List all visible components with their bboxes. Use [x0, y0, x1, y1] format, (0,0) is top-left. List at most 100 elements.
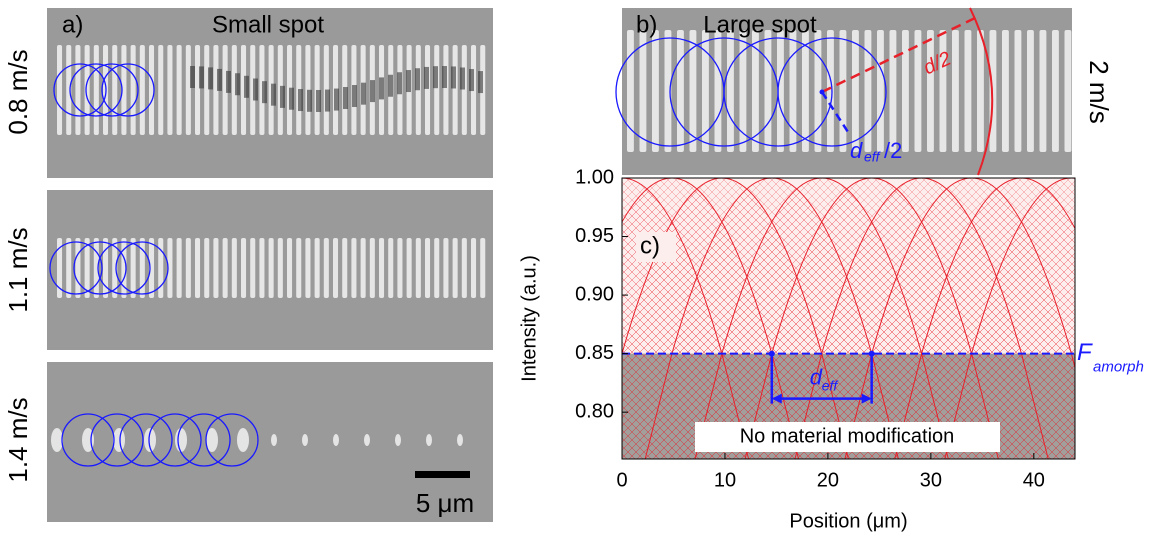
- panel-label: a): [62, 11, 83, 38]
- stripe: [443, 238, 449, 298]
- spot-outline: [177, 413, 231, 467]
- stripe: [250, 45, 256, 135]
- stripe: [702, 30, 709, 152]
- spot: [206, 428, 218, 452]
- panel-title: Small spot: [212, 11, 324, 38]
- span-subscript: eff: [822, 377, 840, 393]
- stripe: [305, 238, 311, 298]
- damage: [352, 85, 357, 108]
- speed-label: 0.8 m/s: [3, 49, 33, 134]
- stripe: [185, 45, 191, 135]
- stripe: [739, 30, 747, 152]
- stripe: [425, 238, 431, 298]
- stripe: [1027, 30, 1034, 152]
- spot-outline: [148, 413, 202, 467]
- stripe: [185, 238, 191, 298]
- radius-line: [820, 91, 850, 133]
- stripe: [323, 238, 329, 298]
- deff-subscript: eff: [864, 149, 882, 165]
- damage: [289, 87, 294, 110]
- stripe: [84, 45, 90, 135]
- stripe: [415, 238, 421, 298]
- stripe: [213, 45, 219, 135]
- spot: [175, 428, 187, 452]
- speed-label: 1.4 m/s: [3, 397, 33, 482]
- damage: [325, 89, 330, 112]
- stripe: [296, 238, 302, 298]
- spot-outline: [69, 63, 123, 117]
- spot: [457, 434, 463, 446]
- damage: [208, 67, 213, 90]
- stripe: [480, 238, 486, 298]
- stripe: [752, 30, 759, 152]
- panel-label: c): [640, 232, 660, 259]
- spot: [51, 428, 63, 452]
- stripe: [66, 238, 72, 298]
- radius-line: [821, 16, 976, 94]
- stripe: [902, 30, 909, 152]
- spot-outline: [53, 63, 107, 117]
- spot: [82, 428, 94, 452]
- stripe: [664, 30, 672, 152]
- spot-outline: [49, 241, 103, 295]
- stripe: [57, 238, 63, 298]
- stripe: [204, 45, 210, 135]
- damage: [217, 68, 222, 91]
- damage: [253, 78, 258, 101]
- stripe: [259, 238, 265, 298]
- stripe: [351, 238, 357, 298]
- damage: [199, 66, 204, 89]
- stripe: [176, 238, 182, 298]
- stripe: [75, 45, 81, 135]
- x-tick-label: 10: [714, 469, 736, 491]
- damage: [244, 75, 249, 98]
- stripe: [639, 30, 647, 152]
- stripe: [397, 238, 403, 298]
- deff-suffix: /2: [884, 138, 902, 163]
- stripe: [1039, 30, 1047, 152]
- damage: [442, 66, 447, 89]
- stripe: [93, 45, 99, 135]
- stripe: [287, 238, 293, 298]
- stripe: [250, 238, 256, 298]
- damage: [379, 77, 384, 100]
- panel-label: b): [636, 11, 657, 38]
- panel-title: Large spot: [703, 11, 817, 38]
- stripe: [167, 45, 173, 135]
- spot: [426, 434, 432, 446]
- stripe: [1002, 30, 1009, 152]
- stripe: [103, 238, 109, 298]
- speed-label: 1.1 m/s: [3, 227, 33, 312]
- span-label: d: [810, 364, 823, 389]
- plot-frame: [621, 177, 1076, 460]
- stripe: [461, 238, 467, 298]
- micrographs: [47, 7, 1072, 522]
- stripe: [176, 45, 182, 135]
- stripe: [139, 238, 145, 298]
- y-tick-label: 0.95: [575, 225, 614, 247]
- spot: [271, 434, 277, 446]
- stripe: [1014, 30, 1022, 152]
- stripe: [112, 238, 118, 298]
- spot: [333, 434, 339, 446]
- stripe: [827, 30, 834, 152]
- spot: [302, 434, 308, 446]
- damage: [262, 81, 267, 104]
- scale-bar-label: 5 μm: [416, 488, 474, 518]
- y-tick-label: 0.90: [575, 283, 614, 305]
- stripe: [443, 45, 449, 135]
- stripe: [964, 30, 972, 152]
- stripe: [130, 45, 136, 135]
- damage: [190, 66, 195, 89]
- spot-outline: [97, 241, 151, 295]
- stripe: [434, 45, 440, 135]
- damage: [298, 89, 303, 112]
- stripe: [927, 30, 934, 152]
- damage: [343, 87, 348, 110]
- damage: [433, 66, 438, 89]
- damage: [388, 74, 393, 97]
- stripe: [121, 238, 127, 298]
- stripe: [889, 30, 897, 152]
- stripe: [471, 238, 477, 298]
